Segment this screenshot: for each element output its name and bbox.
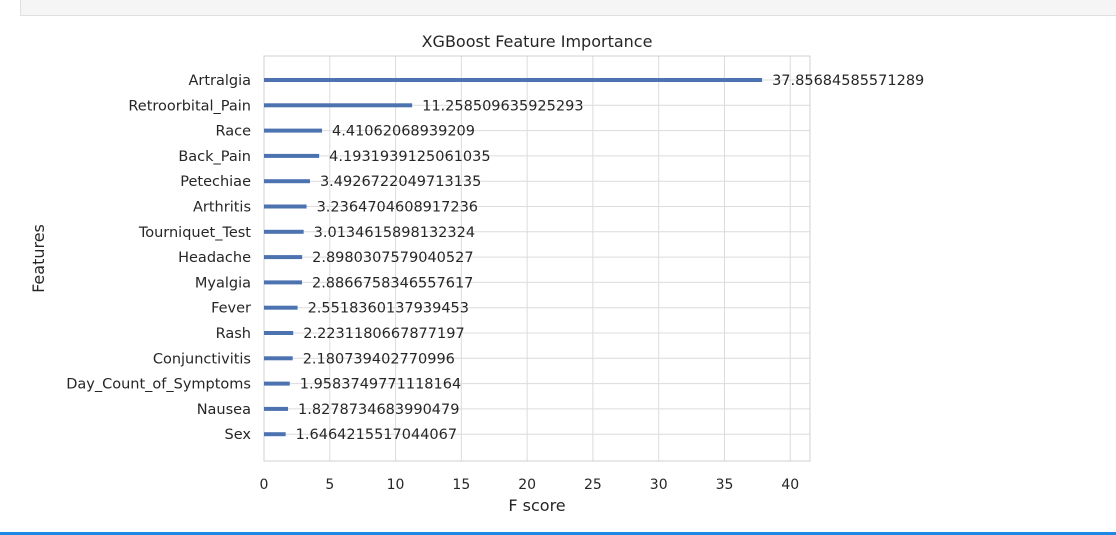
bar <box>264 153 320 158</box>
bar-value-label: 1.9583749771118164 <box>300 377 461 393</box>
x-tick-label: 25 <box>584 477 602 493</box>
x-tick-label: 10 <box>387 477 405 493</box>
category-label: Artralgia <box>188 73 251 89</box>
bar-value-label: 2.8866758346557617 <box>312 275 473 291</box>
category-label: Headache <box>178 250 251 266</box>
chart-title: XGBoost Feature Importance <box>422 32 653 51</box>
category-label: Back_Pain <box>178 149 251 165</box>
bar <box>264 229 304 234</box>
bar-value-label: 1.8278734683990479 <box>298 402 459 418</box>
bar-value-label: 2.5518360137939453 <box>308 301 469 317</box>
y-axis-label: Features <box>29 224 48 293</box>
bar <box>264 128 323 133</box>
bar-value-label: 2.2231180667877197 <box>303 326 464 342</box>
x-axis-label: F score <box>508 496 565 515</box>
x-tick-label: 0 <box>260 477 269 493</box>
category-label: Myalgia <box>195 275 251 291</box>
category-label: Sex <box>225 427 252 443</box>
x-tick-labels-group: 0 5 10 15 20 25 30 35 40 <box>260 477 800 493</box>
output-cell-top-bar <box>20 0 1116 16</box>
bar-value-label: 3.2364704608917236 <box>317 200 478 216</box>
category-label: Petechiae <box>180 174 251 190</box>
x-tick-label: 30 <box>650 477 668 493</box>
category-label: Fever <box>211 301 251 317</box>
bar <box>264 204 307 209</box>
bar <box>264 406 289 411</box>
category-label: Retroorbital_Pain <box>128 98 251 114</box>
bar <box>264 255 303 260</box>
x-tick-label: 40 <box>781 477 799 493</box>
category-label: Arthritis <box>193 200 251 216</box>
category-labels-group: Artralgia Retroorbital_Pain Race Back_Pain P… <box>66 73 251 443</box>
bar-value-label: 1.6464215517044067 <box>296 427 457 443</box>
bar-value-label: 11.258509635925293 <box>422 98 583 114</box>
bar <box>264 331 294 335</box>
output-cell-bottom-border <box>0 532 1116 535</box>
bars-group <box>264 78 763 437</box>
x-tick-label: 15 <box>452 477 470 493</box>
bar-value-label: 2.8980307579040527 <box>312 250 473 266</box>
category-label: Race <box>215 124 251 140</box>
category-label: Tourniquet_Test <box>138 225 251 241</box>
bar-value-label: 4.1931939125061035 <box>329 149 490 165</box>
bar-value-label: 3.0134615898132324 <box>314 225 475 241</box>
x-tick-label: 35 <box>716 477 734 493</box>
bar <box>264 356 293 361</box>
bar-value-label: 2.180739402770996 <box>303 351 455 367</box>
category-label: Nausea <box>197 402 251 418</box>
bar <box>264 305 298 310</box>
category-label: Conjunctivitis <box>153 351 251 367</box>
category-label: Day_Count_of_Symptoms <box>66 377 251 393</box>
category-label: Rash <box>216 326 251 342</box>
x-tick-label: 20 <box>518 477 536 493</box>
bar <box>264 179 310 184</box>
bar <box>264 280 302 285</box>
bar-value-label: 37.85684585571289 <box>772 73 924 89</box>
bar <box>264 381 290 386</box>
bar-value-label: 4.41062068939209 <box>332 124 475 140</box>
bar <box>264 78 763 82</box>
bar <box>264 432 286 437</box>
bar <box>264 103 413 108</box>
value-labels-group: 37.85684585571289 11.258509635925293 4.410… <box>296 73 925 443</box>
bar-value-label: 3.4926722049713135 <box>320 174 481 190</box>
x-tick-label: 5 <box>325 477 334 493</box>
